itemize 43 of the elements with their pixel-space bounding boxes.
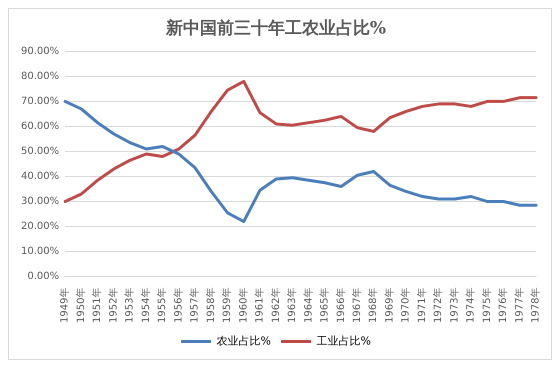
y-tick-label: 0.00%: [27, 271, 60, 282]
x-tick-label: 1954年: [140, 288, 152, 324]
x-tick-label: 1968年: [367, 288, 380, 324]
x-tick-label: 1965年: [318, 288, 331, 324]
x-tick-label: 1976年: [497, 288, 510, 324]
x-tick-label: 1971年: [416, 288, 428, 324]
x-tick-label: 1966年: [334, 288, 347, 324]
y-tick-label: 80.00%: [20, 71, 60, 82]
x-tick-label: 1974年: [464, 288, 477, 324]
y-tick-label: 70.00%: [20, 96, 60, 108]
x-tick-label: 1969年: [383, 288, 396, 324]
x-tick-label: 1959年: [221, 288, 234, 324]
y-tick-label: 30.00%: [20, 196, 60, 208]
legend-label: 农业占比%: [216, 334, 271, 348]
x-tick-label: 1955年: [156, 288, 168, 324]
x-tick-label: 1972年: [432, 288, 444, 324]
x-tick-label: 1956年: [172, 288, 184, 324]
y-tick-label: 90.00%: [20, 46, 60, 57]
x-tick-label: 1958年: [204, 288, 217, 324]
x-tick-label: 1950年: [74, 288, 87, 324]
x-tick-label: 1957年: [188, 288, 201, 324]
x-tick-label: 1953年: [124, 288, 136, 324]
x-tick-label: 1962年: [270, 288, 282, 324]
y-tick-label: 60.00%: [20, 121, 60, 132]
x-tick-label: 1960年: [237, 288, 250, 324]
y-tick-label: 10.00%: [20, 246, 60, 258]
chart-title: 新中国前三十年工农业占比%: [164, 18, 386, 39]
x-tick-label: 1973年: [448, 288, 460, 324]
y-tick-label: 50.00%: [20, 146, 60, 158]
x-tick-label: 1949年: [58, 288, 71, 324]
y-tick-label: 40.00%: [20, 171, 60, 182]
x-tick-label: 1963年: [286, 288, 298, 324]
x-tick-label: 1952年: [107, 288, 120, 324]
x-tick-label: 1975年: [480, 288, 493, 324]
x-tick-label: 1961年: [254, 288, 266, 324]
x-tick-label: 1964年: [302, 288, 314, 324]
y-tick-label: 20.00%: [20, 221, 60, 232]
x-tick-label: 1967年: [350, 288, 363, 324]
x-tick-label: 1951年: [91, 288, 104, 324]
x-tick-label: 1977年: [513, 288, 526, 324]
x-tick-label: 1978年: [530, 288, 542, 324]
legend-label: 工业占比%: [316, 334, 371, 348]
x-tick-label: 1970年: [400, 288, 412, 324]
